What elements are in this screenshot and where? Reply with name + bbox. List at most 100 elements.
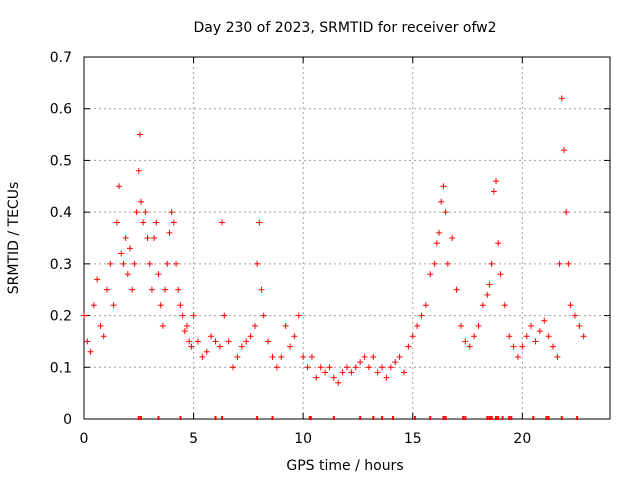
data-point (131, 260, 138, 267)
data-point (422, 302, 429, 309)
rug-marks (137, 416, 579, 420)
data-point (190, 312, 197, 319)
data-point (486, 281, 493, 288)
data-point (120, 260, 127, 267)
data-point (493, 178, 500, 185)
data-point (344, 364, 350, 371)
data-point (576, 322, 583, 329)
data-point (565, 260, 572, 267)
data-point (556, 260, 563, 267)
data-point (225, 338, 232, 345)
data-point (519, 343, 526, 350)
data-point (317, 364, 324, 371)
y-tick-label: 0.1 (50, 360, 72, 376)
y-tick-label: 0 (63, 412, 72, 428)
data-point (278, 353, 285, 360)
data-point (313, 374, 320, 381)
y-tick-label: 0.4 (50, 205, 72, 221)
data-point (212, 338, 219, 345)
data-point (260, 312, 267, 319)
data-point (357, 359, 364, 366)
data-point (159, 322, 166, 329)
data-point (392, 359, 399, 366)
data-point (571, 312, 578, 319)
data-point (221, 312, 228, 319)
data-point (501, 302, 508, 309)
x-tick-label: 10 (294, 431, 312, 447)
data-point (387, 364, 394, 371)
data-point (510, 343, 517, 350)
y-tick-labels: 0 0.1 0.2 0.3 0.4 0.5 0.6 0.7 (50, 50, 72, 428)
data-point (475, 322, 482, 329)
data-point (563, 209, 570, 216)
data-point (157, 302, 164, 309)
data-point (254, 260, 261, 267)
data-point (251, 322, 258, 329)
data-point (219, 219, 226, 226)
data-point (295, 312, 302, 319)
data-point (436, 229, 443, 236)
data-point (282, 322, 289, 329)
data-points (81, 95, 587, 386)
data-point (146, 260, 153, 267)
data-point (433, 240, 440, 247)
data-point (162, 286, 169, 293)
data-point (506, 333, 513, 340)
data-point (453, 286, 460, 293)
data-point (265, 338, 272, 345)
data-point (247, 333, 254, 340)
data-point (164, 260, 171, 267)
data-point (550, 343, 557, 350)
data-point (348, 369, 355, 376)
data-point (560, 147, 567, 154)
y-tick-label: 0.2 (50, 309, 72, 325)
data-point (326, 364, 333, 371)
data-point (181, 328, 188, 335)
data-point (188, 343, 195, 350)
data-point (339, 369, 346, 376)
data-point (107, 260, 114, 267)
data-point (81, 312, 87, 319)
data-point (449, 235, 456, 241)
data-point (418, 312, 425, 319)
data-point (230, 364, 237, 371)
data-point (414, 322, 421, 329)
data-point (536, 328, 543, 335)
data-point (127, 245, 134, 252)
data-point (400, 369, 407, 376)
data-point (322, 369, 329, 376)
data-point (184, 322, 191, 329)
data-point (94, 276, 101, 283)
data-point (488, 260, 495, 267)
data-point (379, 364, 386, 371)
data-point (142, 209, 149, 216)
data-point (479, 302, 486, 309)
data-point (497, 271, 504, 278)
data-point (97, 322, 104, 329)
data-point (129, 286, 136, 293)
x-tick-labels: 0 5 10 15 20 (80, 431, 532, 447)
data-point (269, 353, 276, 360)
data-point (173, 260, 180, 267)
data-point (124, 271, 131, 278)
data-point (133, 209, 140, 216)
data-point (140, 219, 147, 226)
data-point (545, 333, 552, 340)
data-point (90, 302, 97, 309)
y-tick-label: 0.5 (50, 153, 72, 169)
data-point (110, 302, 117, 309)
data-point (558, 95, 565, 102)
data-point (361, 353, 368, 360)
data-point (144, 235, 151, 241)
data-point (580, 333, 587, 340)
data-point (431, 260, 438, 267)
chart-title: Day 230 of 2023, SRMTID for receiver ofw… (193, 20, 496, 36)
data-point (273, 364, 280, 371)
data-point (300, 353, 307, 360)
data-point (352, 364, 359, 371)
data-point (166, 229, 173, 236)
data-point (175, 286, 182, 293)
data-point (208, 333, 215, 340)
data-point (396, 353, 403, 360)
